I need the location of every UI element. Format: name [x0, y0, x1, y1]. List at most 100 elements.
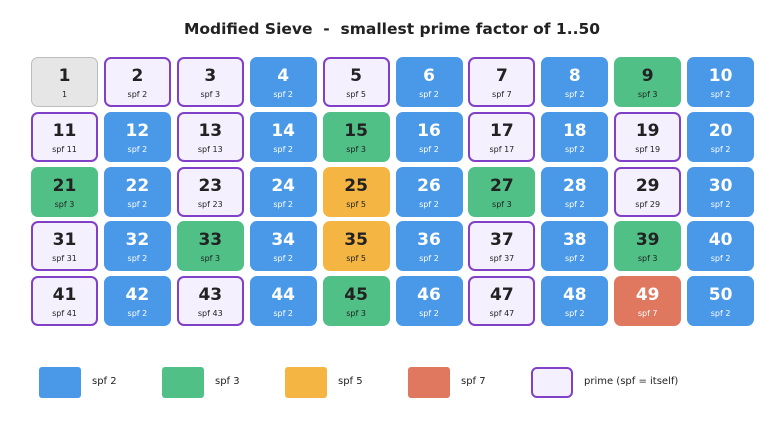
cell-number: 23 [198, 175, 223, 196]
number-cell-18: 18 spf 2 [541, 111, 609, 162]
cell-number: 12 [125, 120, 150, 141]
cell-number: 41 [52, 285, 77, 306]
cell-spf-label: spf 29 [635, 199, 661, 209]
cell-number: 18 [562, 120, 587, 141]
number-cell-10: 10 spf 2 [687, 57, 755, 107]
number-cell-41: 41 spf 41 [31, 276, 98, 327]
cell-spf-label: spf 7 [637, 309, 658, 319]
cell-spf-label: spf 41 [52, 309, 77, 319]
cell-number: 48 [562, 285, 587, 306]
legend-swatch [531, 367, 573, 398]
cell-number: 14 [271, 120, 296, 141]
cell-spf-label: spf 3 [637, 254, 658, 264]
cell-number: 43 [198, 285, 223, 306]
cell-spf-label: spf 2 [419, 199, 439, 209]
cell-spf-label: spf 2 [564, 144, 585, 154]
cell-number: 19 [635, 120, 660, 141]
cell-number: 38 [562, 230, 587, 251]
cell-spf-label: spf 2 [273, 144, 294, 154]
cell-number: 28 [562, 175, 587, 196]
number-cell-50: 50 spf 2 [687, 276, 755, 327]
cell-spf-label: spf 2 [273, 90, 294, 99]
number-cell-2: 2 spf 2 [103, 57, 171, 107]
cell-spf-label: spf 2 [419, 144, 439, 154]
cell-number: 35 [344, 230, 368, 251]
cell-number: 8 [568, 66, 581, 86]
cell-number: 16 [417, 120, 441, 141]
cell-spf-label: spf 3 [54, 199, 75, 209]
diagram-title: Modified Sieve - smallest prime factor o… [183, 20, 601, 38]
cell-spf-label: spf 2 [127, 309, 148, 319]
cell-spf-label: spf 2 [127, 90, 148, 99]
cell-number: 22 [125, 175, 150, 196]
cell-spf-label: spf 23 [197, 199, 223, 209]
number-cell-42: 42 spf 2 [103, 276, 171, 327]
number-cell-48: 48 spf 2 [541, 276, 609, 327]
number-cell-39: 39 spf 3 [614, 221, 682, 272]
number-cell-45: 45 spf 3 [322, 276, 390, 327]
cell-spf-label: spf 5 [346, 254, 366, 264]
cell-number: 13 [198, 120, 223, 141]
number-cell-6: 6 spf 2 [395, 57, 463, 107]
cell-number: 34 [271, 230, 296, 251]
number-cell-31: 31 spf 31 [31, 221, 98, 272]
cell-number: 26 [417, 175, 441, 196]
legend-label: spf 3 [215, 376, 240, 387]
number-cell-23: 23 spf 23 [176, 166, 244, 217]
cell-spf-label: spf 3 [346, 309, 366, 319]
legend-label: prime (spf = itself) [584, 376, 679, 387]
legend-swatch [285, 367, 327, 398]
number-cell-13: 13 spf 13 [176, 111, 244, 162]
number-cell-4: 4 spf 2 [249, 57, 317, 107]
cell-spf-label: spf 2 [564, 90, 585, 99]
cell-spf-label: spf 3 [200, 254, 221, 264]
number-cell-26: 26 spf 2 [395, 166, 463, 217]
number-cell-17: 17 spf 17 [468, 111, 536, 162]
cell-number: 50 [708, 285, 733, 306]
number-cell-25: 25 spf 5 [322, 166, 390, 217]
number-cell-38: 38 spf 2 [541, 221, 609, 272]
cell-spf-label: spf 3 [637, 90, 658, 99]
cell-spf-label: spf 37 [489, 254, 515, 264]
number-cell-30: 30 spf 2 [687, 166, 755, 217]
legend-label: spf 5 [338, 376, 363, 387]
cell-spf-label: spf 2 [127, 144, 148, 154]
number-cell-3: 3 spf 3 [176, 57, 244, 107]
number-cell-11: 11 spf 11 [31, 111, 98, 162]
number-cell-20: 20 spf 2 [687, 111, 755, 162]
cell-number: 7 [495, 66, 508, 86]
number-cell-14: 14 spf 2 [249, 111, 317, 162]
cell-number: 44 [271, 285, 296, 306]
number-cell-29: 29 spf 29 [614, 166, 682, 217]
cell-spf-label: spf 2 [564, 254, 585, 264]
cell-number: 27 [490, 175, 514, 196]
number-cell-21: 21 spf 3 [31, 166, 98, 217]
number-cell-24: 24 spf 2 [249, 166, 317, 217]
legend-label: spf 2 [92, 376, 117, 387]
number-cell-16: 16 spf 2 [395, 111, 463, 162]
number-cell-47: 47 spf 47 [468, 276, 536, 327]
cell-spf-label: spf 5 [346, 90, 366, 99]
cell-number: 15 [344, 120, 368, 141]
legend-swatch [39, 367, 81, 398]
number-cell-12: 12 spf 2 [103, 111, 171, 162]
cell-number: 37 [490, 230, 514, 251]
cell-number: 1 [58, 66, 71, 86]
legend-swatch [162, 367, 204, 398]
cell-spf-label: spf 2 [419, 90, 439, 99]
cell-spf-label: spf 13 [197, 144, 223, 154]
cell-spf-label: spf 2 [419, 254, 439, 264]
cell-number: 5 [350, 66, 363, 86]
cell-number: 39 [635, 230, 660, 251]
cell-spf-label: spf 11 [52, 144, 77, 154]
cell-spf-label: spf 3 [492, 199, 512, 209]
cell-spf-label: spf 2 [273, 309, 294, 319]
cell-spf-label: spf 2 [273, 199, 294, 209]
cell-number: 20 [708, 120, 733, 141]
cell-spf-label: spf 19 [635, 144, 661, 154]
cell-number: 29 [635, 175, 660, 196]
number-cell-27: 27 spf 3 [468, 166, 536, 217]
cell-spf-label: 1 [61, 90, 68, 99]
cell-spf-label: spf 2 [127, 254, 148, 264]
